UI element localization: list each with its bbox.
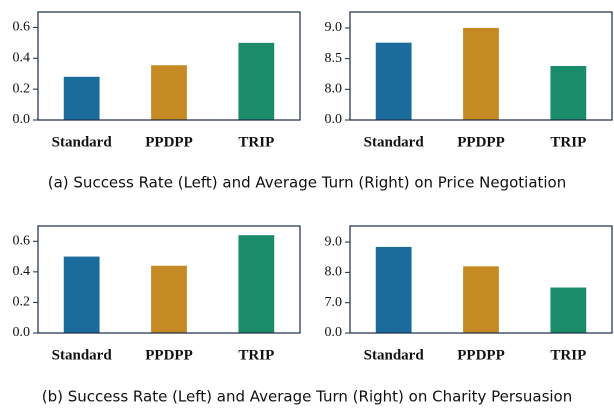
plot-frame xyxy=(37,225,301,334)
y-tick-label: 8.0 xyxy=(325,265,343,280)
plot-frame xyxy=(349,11,613,121)
y-tick-label: 8.0 xyxy=(325,82,343,97)
bar xyxy=(550,287,587,333)
bar xyxy=(63,256,100,333)
x-tick-label: PPDPP xyxy=(457,347,504,363)
bar xyxy=(151,65,187,120)
y-tick-label: 8.5 xyxy=(325,51,343,66)
x-tick-label: Standard xyxy=(364,347,425,363)
x-tick-label: Standard xyxy=(52,134,113,150)
x-tick-label: PPDPP xyxy=(145,134,192,150)
y-tick-label: 0.4 xyxy=(13,51,31,66)
bar xyxy=(238,42,275,120)
y-tick-label: 0.0 xyxy=(13,112,31,127)
bar xyxy=(375,42,412,120)
bar xyxy=(550,66,587,120)
x-tick-label: TRIP xyxy=(238,347,274,363)
y-tick-label: 0.0 xyxy=(325,325,343,340)
x-tick-label: PPDPP xyxy=(145,347,192,363)
x-tick-label: TRIP xyxy=(550,347,586,363)
y-tick-label: 0.2 xyxy=(13,295,31,310)
x-tick-label: TRIP xyxy=(550,134,586,150)
plot-frame xyxy=(37,11,301,121)
y-tick-label: 7.0 xyxy=(325,295,343,310)
bar xyxy=(151,265,187,333)
x-tick-label: Standard xyxy=(52,347,113,363)
plot-frame xyxy=(349,225,613,334)
bar xyxy=(238,235,275,333)
y-tick-label: 9.0 xyxy=(325,20,343,35)
bar xyxy=(463,27,499,121)
y-tick-label: 9.0 xyxy=(325,234,343,249)
x-tick-label: PPDPP xyxy=(457,134,504,150)
y-tick-label: 0.4 xyxy=(13,264,31,279)
caption: (a) Success Rate (Left) and Average Turn… xyxy=(48,174,567,192)
y-tick-label: 0.0 xyxy=(13,325,31,340)
x-tick-label: Standard xyxy=(364,134,425,150)
bar xyxy=(375,246,412,333)
x-tick-label: TRIP xyxy=(238,134,274,150)
y-tick-label: 0.2 xyxy=(13,81,31,96)
y-tick-label: 0.6 xyxy=(13,234,31,249)
bar xyxy=(463,266,499,333)
y-tick-label: 0.6 xyxy=(13,20,31,35)
bar xyxy=(63,76,100,120)
y-tick-label: 0.0 xyxy=(325,112,343,127)
caption: (b) Success Rate (Left) and Average Turn… xyxy=(42,388,572,406)
